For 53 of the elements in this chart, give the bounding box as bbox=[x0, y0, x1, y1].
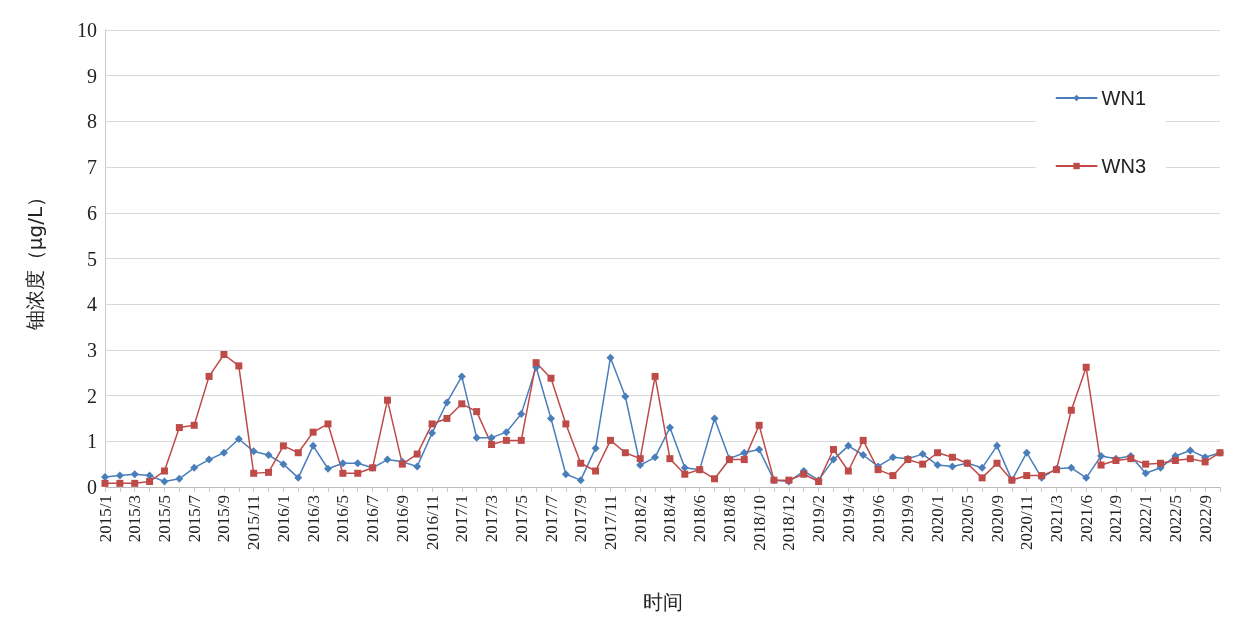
x-tick-label: 2015/1 bbox=[95, 495, 115, 543]
y-tick-label: 8 bbox=[87, 110, 97, 133]
x-tick-label: 2020/5 bbox=[957, 495, 977, 543]
x-tick-label: 2016/3 bbox=[303, 495, 323, 543]
x-tick-label: 2018/12 bbox=[779, 495, 799, 551]
x-tick-label: 2015/5 bbox=[154, 495, 174, 543]
x-tick-label: 2017/3 bbox=[482, 495, 502, 543]
x-tick-label: 2022/1 bbox=[1136, 495, 1156, 543]
y-tick-label: 7 bbox=[87, 156, 97, 179]
x-tick-label: 2015/11 bbox=[244, 495, 264, 551]
y-tick-label: 10 bbox=[77, 19, 97, 41]
y-tick-label: 5 bbox=[87, 247, 97, 270]
x-tick-label: 2020/1 bbox=[928, 495, 948, 543]
y-tick-label: 9 bbox=[87, 64, 97, 87]
x-tick-label: 2021/9 bbox=[1106, 495, 1126, 543]
x-tick-label: 2016/7 bbox=[363, 494, 383, 543]
y-tick-label: 1 bbox=[87, 430, 97, 453]
x-tick-label: 2016/11 bbox=[422, 495, 442, 551]
x-tick-label: 2019/2 bbox=[809, 495, 829, 543]
x-tick-label: 2017/7 bbox=[541, 494, 561, 543]
x-tick-label: 2019/6 bbox=[868, 495, 888, 543]
x-tick-label: 2018/8 bbox=[719, 495, 739, 543]
x-tick-label: 2018/10 bbox=[749, 495, 769, 551]
x-tick-label: 2019/4 bbox=[838, 494, 858, 543]
y-tick-label: 6 bbox=[87, 201, 97, 224]
x-tick-label: 2015/3 bbox=[125, 495, 145, 543]
x-tick-label: 2022/5 bbox=[1165, 495, 1185, 543]
y-tick-label: 4 bbox=[87, 293, 97, 316]
x-tick-label: 2016/5 bbox=[333, 495, 353, 543]
x-tick-label: 2015/9 bbox=[214, 495, 234, 543]
x-tick-label: 2020/9 bbox=[987, 495, 1007, 543]
x-tick-label: 2016/1 bbox=[273, 495, 293, 543]
x-tick-label: 2020/11 bbox=[1017, 495, 1037, 551]
y-tick-label: 3 bbox=[87, 338, 97, 361]
x-tick-label: 2019/9 bbox=[898, 495, 918, 543]
x-axis-title: 时间 bbox=[642, 591, 683, 613]
x-tick-label: 2018/2 bbox=[630, 495, 650, 543]
x-tick-label: 2017/1 bbox=[452, 495, 472, 543]
x-tick-label: 2017/11 bbox=[600, 495, 620, 551]
x-tick-label: 2021/6 bbox=[1076, 495, 1096, 543]
x-tick-label: 2016/9 bbox=[392, 495, 412, 543]
x-tick-label: 2022/9 bbox=[1195, 495, 1215, 543]
x-tick-label: 2017/9 bbox=[571, 495, 591, 543]
legend-label: WN1 bbox=[1101, 87, 1147, 109]
x-tick-label: 2015/7 bbox=[184, 494, 204, 543]
x-tick-label: 2018/4 bbox=[660, 494, 680, 543]
y-tick-label: 0 bbox=[87, 476, 97, 498]
x-tick-label: 2021/3 bbox=[1046, 495, 1066, 543]
y-axis-title: 铀浓度（μg/L） bbox=[23, 186, 47, 332]
y-tick-label: 2 bbox=[87, 384, 97, 407]
legend-label: WN3 bbox=[1101, 155, 1147, 177]
x-tick-label: 2017/5 bbox=[511, 495, 531, 543]
x-tick-label: 2018/6 bbox=[690, 495, 710, 543]
